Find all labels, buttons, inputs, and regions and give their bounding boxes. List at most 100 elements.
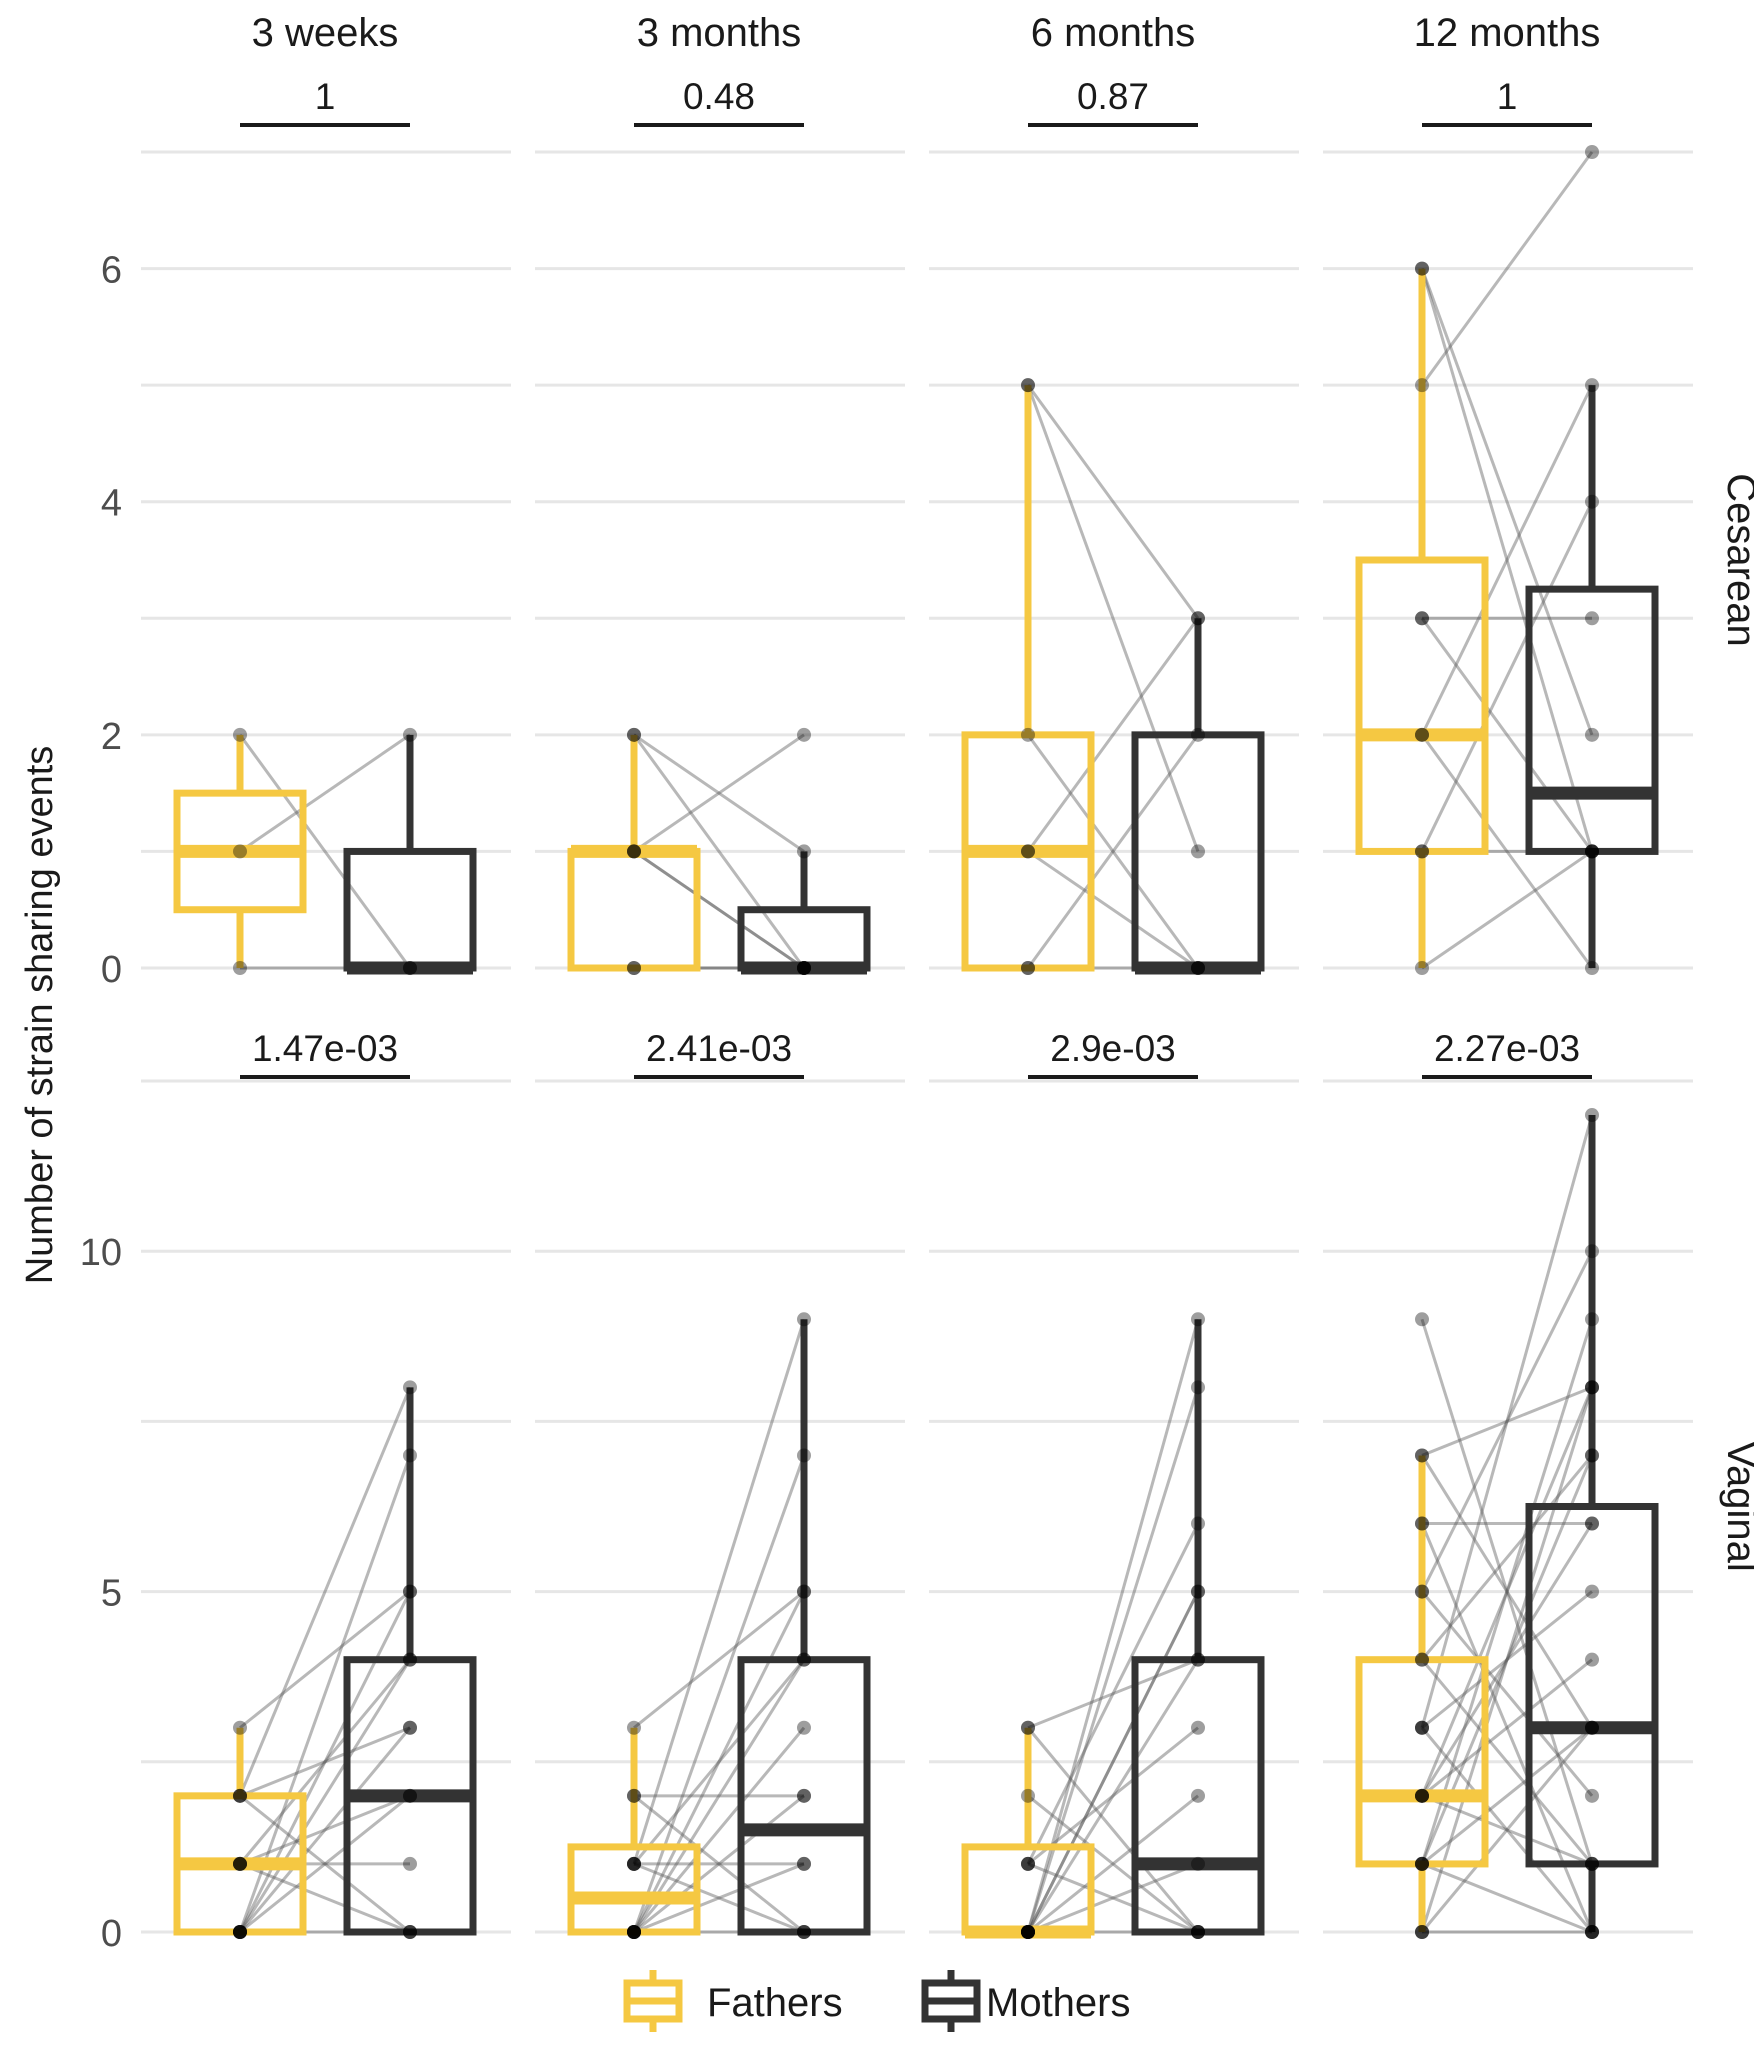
father-point bbox=[1021, 844, 1035, 859]
father-point bbox=[1021, 1925, 1035, 1939]
father-point bbox=[1415, 1788, 1429, 1803]
father-point bbox=[627, 844, 641, 859]
y-tick-label: 2 bbox=[101, 716, 122, 758]
mother-point bbox=[1191, 1925, 1205, 1939]
legend-key-mothers bbox=[921, 1970, 981, 2032]
father-point bbox=[1021, 1788, 1035, 1803]
p-value-label: 2.41e-03 bbox=[646, 1028, 792, 1069]
p-value-label: 1 bbox=[1497, 76, 1518, 117]
mother-point bbox=[1585, 1720, 1599, 1735]
pair-line bbox=[632, 1658, 806, 1865]
father-point bbox=[1021, 961, 1035, 975]
mother-point bbox=[797, 1925, 811, 1939]
mother-point bbox=[797, 844, 811, 859]
pair-line bbox=[1420, 151, 1594, 387]
father-point bbox=[1415, 1312, 1429, 1327]
mother-point bbox=[403, 1788, 417, 1803]
p-value-label: 2.9e-03 bbox=[1050, 1028, 1176, 1069]
pair-line bbox=[239, 1726, 411, 1798]
father-point bbox=[233, 1856, 247, 1871]
father-point bbox=[1415, 1516, 1429, 1531]
mother-point bbox=[1585, 1720, 1599, 1735]
data-points bbox=[233, 145, 1599, 1939]
y-tick-label: 0 bbox=[101, 949, 122, 991]
mother-point bbox=[403, 1925, 417, 1939]
mother-point bbox=[797, 961, 811, 975]
mother-point bbox=[1585, 727, 1599, 742]
pair-line bbox=[632, 1318, 806, 1865]
mother-point bbox=[403, 1925, 417, 1939]
father-point bbox=[1021, 1856, 1035, 1871]
pair-line bbox=[239, 733, 411, 853]
father-point bbox=[1415, 261, 1429, 276]
father-point bbox=[627, 727, 641, 742]
father-point bbox=[1021, 378, 1035, 393]
mother-point bbox=[403, 1448, 417, 1463]
father-point bbox=[1415, 611, 1429, 626]
pair-line bbox=[1420, 733, 1594, 969]
father-point bbox=[1021, 1925, 1035, 1939]
father-point bbox=[627, 1925, 641, 1939]
pair-line bbox=[1026, 1590, 1200, 1933]
father-point bbox=[1415, 844, 1429, 859]
father-point bbox=[233, 1788, 247, 1803]
father-point bbox=[627, 1856, 641, 1871]
pair-line bbox=[1026, 1590, 1200, 1933]
mother-point bbox=[1585, 844, 1599, 859]
father-point bbox=[1415, 1925, 1429, 1939]
father-point bbox=[627, 1856, 641, 1871]
y-tick-label: 4 bbox=[101, 483, 122, 525]
p-value-label: 1.47e-03 bbox=[252, 1028, 398, 1069]
pair-line bbox=[1027, 1794, 1199, 1934]
mother-point bbox=[403, 1720, 417, 1735]
y-tick-label: 0 bbox=[101, 1913, 122, 1955]
fathers-box bbox=[567, 847, 701, 972]
pair-line bbox=[1026, 1726, 1200, 1933]
pair-line bbox=[1027, 1794, 1199, 1934]
mother-point bbox=[1191, 1925, 1205, 1939]
pair-line bbox=[1420, 268, 1594, 852]
pair-line bbox=[1421, 1590, 1593, 1729]
father-point bbox=[1415, 1652, 1429, 1667]
father-point bbox=[627, 1788, 641, 1803]
pair-line bbox=[632, 1658, 806, 1933]
father-point bbox=[233, 727, 247, 742]
fathers-box bbox=[567, 1843, 701, 1936]
father-point bbox=[627, 1925, 641, 1939]
pair-line bbox=[1026, 384, 1200, 620]
p-value-label: 0.87 bbox=[1077, 76, 1149, 117]
mother-point bbox=[1585, 1516, 1599, 1531]
pair-line bbox=[1026, 1386, 1200, 1933]
pair-line bbox=[1027, 1658, 1199, 1730]
mother-point bbox=[1585, 1312, 1599, 1327]
father-point bbox=[1021, 727, 1035, 742]
legend-label-mothers: Mothers bbox=[986, 1981, 1131, 2025]
father-point bbox=[627, 1925, 641, 1939]
father-point bbox=[1415, 1856, 1429, 1871]
father-point bbox=[1415, 1516, 1429, 1531]
pair-line bbox=[239, 1590, 411, 1729]
father-point bbox=[1021, 1925, 1035, 1939]
pair-line bbox=[633, 1862, 805, 1934]
facet-row-label-cesarean: Cesarean bbox=[1719, 473, 1754, 646]
father-point bbox=[627, 1925, 641, 1939]
pair-line bbox=[1026, 733, 1200, 969]
father-point bbox=[627, 1925, 641, 1939]
pair-line bbox=[1027, 1862, 1199, 1934]
mother-point bbox=[1191, 844, 1205, 859]
pair-line bbox=[1026, 1658, 1200, 1933]
p-value-label: 2.27e-03 bbox=[1434, 1028, 1580, 1069]
father-point bbox=[627, 844, 641, 859]
pair-line bbox=[632, 1590, 806, 1933]
father-point bbox=[1415, 1720, 1429, 1735]
mother-point bbox=[797, 1652, 811, 1667]
pair-line bbox=[632, 1454, 806, 1933]
father-point bbox=[627, 1856, 641, 1871]
father-point bbox=[1021, 1856, 1035, 1871]
facet-header-3: 12 months bbox=[1414, 11, 1601, 55]
mother-point bbox=[1585, 1856, 1599, 1871]
father-point bbox=[627, 961, 641, 975]
pair-line bbox=[239, 1794, 411, 1866]
mother-point bbox=[797, 1652, 811, 1667]
